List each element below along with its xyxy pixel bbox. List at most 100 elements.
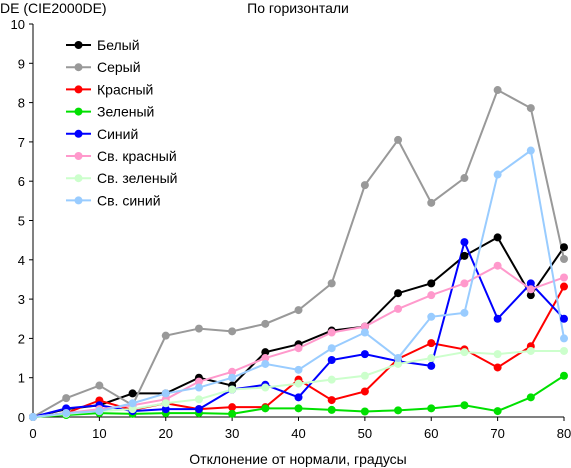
x-tick-label: 20 — [159, 426, 173, 441]
data-point — [493, 407, 502, 416]
data-point — [526, 291, 535, 300]
data-point — [294, 306, 303, 315]
data-point — [394, 304, 403, 313]
data-point — [360, 407, 369, 416]
data-point — [228, 367, 237, 376]
data-point — [560, 282, 568, 291]
data-point — [360, 371, 369, 380]
data-point — [394, 359, 403, 368]
data-point — [560, 346, 568, 355]
data-point — [460, 238, 469, 247]
data-point — [261, 404, 270, 413]
data-point — [493, 363, 502, 372]
legend-label: Св. синий — [97, 192, 161, 208]
x-tick-label: 10 — [92, 426, 106, 441]
data-point — [261, 319, 270, 328]
legend-label: Серый — [97, 59, 141, 75]
data-point — [427, 312, 436, 321]
x-tick-label: 0 — [29, 426, 36, 441]
data-point — [128, 389, 137, 398]
data-point — [228, 373, 237, 382]
y-tick-label: 2 — [18, 331, 25, 346]
data-point — [62, 409, 71, 418]
data-point — [427, 404, 436, 413]
data-point — [360, 328, 369, 337]
data-point — [261, 348, 270, 357]
data-point — [327, 328, 336, 337]
data-point — [493, 170, 502, 179]
data-point — [460, 308, 469, 317]
data-point — [526, 346, 535, 355]
x-tick-label: 50 — [358, 426, 372, 441]
data-point — [460, 401, 469, 410]
data-point — [261, 354, 270, 363]
y-tick-label: 8 — [18, 96, 25, 111]
y-tick-label: 0 — [18, 410, 25, 425]
data-point — [360, 350, 369, 359]
data-point — [394, 289, 403, 298]
data-point — [294, 365, 303, 374]
data-point — [95, 407, 104, 416]
data-point — [327, 344, 336, 353]
data-point — [161, 389, 170, 398]
data-point — [228, 327, 237, 336]
data-point — [560, 273, 568, 282]
data-point — [460, 348, 469, 357]
x-tick-label: 40 — [291, 426, 305, 441]
x-tick-label: 60 — [424, 426, 438, 441]
data-point — [128, 405, 137, 414]
data-point — [294, 344, 303, 353]
axes: 0 1 2 3 4 5 6 7 8 9 10 0 10 20 30 40 50 60 70 80 — [11, 17, 571, 441]
data-point — [560, 243, 568, 252]
data-point — [493, 233, 502, 242]
data-point — [427, 279, 436, 288]
legend-swatch-marker — [74, 152, 83, 160]
data-point — [526, 146, 535, 155]
legend-label: Св. красный — [97, 148, 177, 164]
legend-swatch-marker — [74, 63, 83, 72]
data-point — [194, 377, 203, 386]
data-point — [228, 385, 237, 394]
data-point — [460, 174, 469, 183]
data-point — [194, 383, 203, 392]
y-axis-title: DE (CIE2000DE) — [0, 0, 107, 16]
data-point — [460, 251, 469, 260]
data-point — [493, 261, 502, 270]
data-point — [261, 383, 270, 392]
legend-swatch-marker — [74, 129, 83, 138]
data-point — [228, 403, 237, 412]
data-point — [62, 394, 71, 403]
plot-area — [29, 86, 568, 421]
legend-label: Св. зеленый — [97, 170, 177, 186]
data-point — [526, 279, 535, 288]
data-point — [560, 314, 568, 323]
series-line — [32, 236, 565, 418]
data-point — [427, 291, 436, 300]
y-tick-label: 4 — [18, 253, 25, 268]
x-axis-title: Отклонение от нормали, градусы — [189, 451, 406, 467]
legend-swatch-marker — [74, 196, 83, 205]
y-tick-label: 3 — [18, 292, 25, 307]
data-point — [493, 86, 502, 95]
data-point — [427, 198, 436, 207]
data-point — [29, 413, 37, 421]
data-point — [327, 279, 336, 288]
data-point — [526, 393, 535, 402]
data-point — [161, 399, 170, 408]
y-tick-label: 1 — [18, 371, 25, 386]
data-point — [194, 324, 203, 333]
data-point — [294, 379, 303, 388]
legend-swatch-marker — [74, 41, 83, 49]
data-point — [394, 135, 403, 144]
data-point — [360, 322, 369, 331]
y-tick-label: 6 — [18, 174, 25, 189]
data-point — [560, 371, 568, 380]
y-tick-label: 5 — [18, 214, 25, 229]
chart-title: По горизонтали — [247, 0, 349, 16]
data-point — [360, 387, 369, 396]
data-point — [327, 396, 336, 405]
data-point — [493, 350, 502, 359]
data-point — [161, 405, 170, 414]
data-point — [560, 334, 568, 343]
